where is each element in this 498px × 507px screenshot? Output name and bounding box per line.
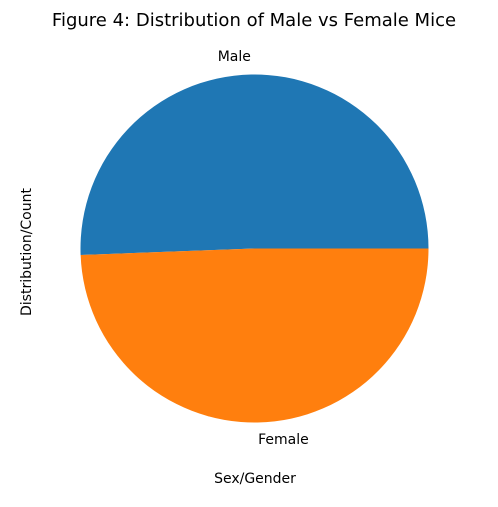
pie-slice-label-female: Female — [258, 432, 309, 448]
y-axis-label: Distribution/Count — [19, 188, 35, 316]
pie-slice-label-male: Male — [218, 49, 251, 65]
chart-title: Figure 4: Distribution of Male vs Female… — [52, 10, 456, 31]
pie-slice-female — [80, 248, 429, 423]
pie-slice-labels: Male Female — [218, 49, 309, 448]
pie-slices — [80, 74, 429, 423]
pie-slice-male — [80, 74, 429, 256]
x-axis-label: Sex/Gender — [214, 471, 296, 487]
